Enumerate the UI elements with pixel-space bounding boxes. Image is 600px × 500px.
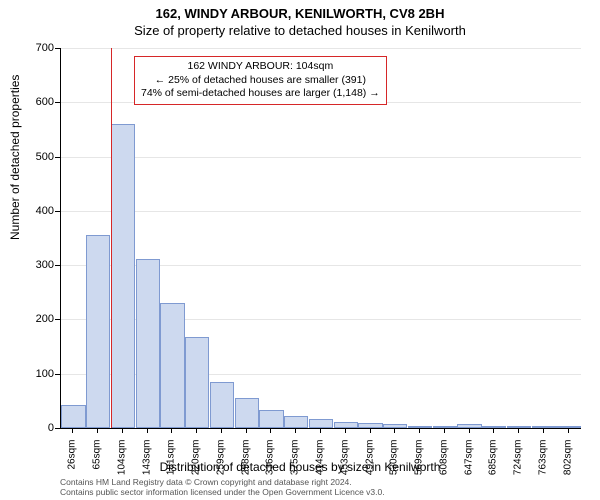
xtick-mark <box>444 428 445 433</box>
histogram-bar <box>86 235 110 428</box>
ytick-mark <box>55 211 60 212</box>
xtick-mark <box>72 428 73 433</box>
annotation-line-1: 162 WINDY ARBOUR: 104sqm <box>141 60 380 74</box>
xtick-mark <box>543 428 544 433</box>
histogram-bar <box>309 419 333 428</box>
ytick-mark <box>55 157 60 158</box>
xtick-mark <box>295 428 296 433</box>
annotation-line-2: ← 25% of detached houses are smaller (39… <box>141 74 380 88</box>
histogram-bar <box>136 259 160 428</box>
annotation-line-3: 74% of semi-detached houses are larger (… <box>141 87 380 101</box>
xtick-mark <box>518 428 519 433</box>
xtick-mark <box>196 428 197 433</box>
xtick-mark <box>147 428 148 433</box>
histogram-bar <box>334 422 358 428</box>
plot-wrap: 162 WINDY ARBOUR: 104sqm ← 25% of detach… <box>60 48 580 428</box>
histogram-bar <box>185 337 209 428</box>
ytick-label: 100 <box>14 368 54 380</box>
plot-area <box>60 48 581 429</box>
histogram-bar <box>556 426 580 428</box>
xtick-mark <box>469 428 470 433</box>
xtick-mark <box>493 428 494 433</box>
histogram-bar <box>235 398 259 428</box>
xtick-mark <box>97 428 98 433</box>
histogram-bar <box>111 124 135 428</box>
histogram-bar <box>532 426 556 428</box>
histogram-bar <box>259 410 283 428</box>
xtick-mark <box>246 428 247 433</box>
histogram-bar <box>160 303 184 428</box>
ytick-mark <box>55 374 60 375</box>
ytick-label: 500 <box>14 151 54 163</box>
xtick-mark <box>320 428 321 433</box>
histogram-bar <box>61 405 85 428</box>
ytick-label: 400 <box>14 205 54 217</box>
xtick-mark <box>568 428 569 433</box>
ytick-label: 600 <box>14 96 54 108</box>
xtick-mark <box>122 428 123 433</box>
ytick-label: 0 <box>14 422 54 434</box>
x-axis-label: Distribution of detached houses by size … <box>0 460 600 474</box>
xtick-mark <box>345 428 346 433</box>
gridline <box>61 48 581 49</box>
attribution-footer: Contains HM Land Registry data © Crown c… <box>60 478 385 498</box>
ytick-mark <box>55 319 60 320</box>
xtick-mark <box>171 428 172 433</box>
ytick-mark <box>55 265 60 266</box>
xtick-mark <box>419 428 420 433</box>
histogram-bar <box>284 416 308 428</box>
ytick-mark <box>55 48 60 49</box>
ytick-mark <box>55 102 60 103</box>
footer-line-2: Contains public sector information licen… <box>60 488 385 498</box>
gridline <box>61 157 581 158</box>
address-title: 162, WINDY ARBOUR, KENILWORTH, CV8 2BH <box>0 0 600 21</box>
xtick-mark <box>370 428 371 433</box>
gridline <box>61 211 581 212</box>
chart-container: 162, WINDY ARBOUR, KENILWORTH, CV8 2BH S… <box>0 0 600 500</box>
xtick-mark <box>221 428 222 433</box>
ytick-label: 200 <box>14 313 54 325</box>
xtick-mark <box>270 428 271 433</box>
annotation-box: 162 WINDY ARBOUR: 104sqm ← 25% of detach… <box>134 56 387 105</box>
histogram-bar <box>433 426 457 428</box>
ytick-mark <box>55 428 60 429</box>
ytick-label: 300 <box>14 259 54 271</box>
xtick-mark <box>394 428 395 433</box>
reference-line <box>111 48 112 428</box>
subtitle: Size of property relative to detached ho… <box>0 21 600 42</box>
histogram-bar <box>210 382 234 428</box>
ytick-label: 700 <box>14 42 54 54</box>
histogram-bar <box>457 424 481 428</box>
